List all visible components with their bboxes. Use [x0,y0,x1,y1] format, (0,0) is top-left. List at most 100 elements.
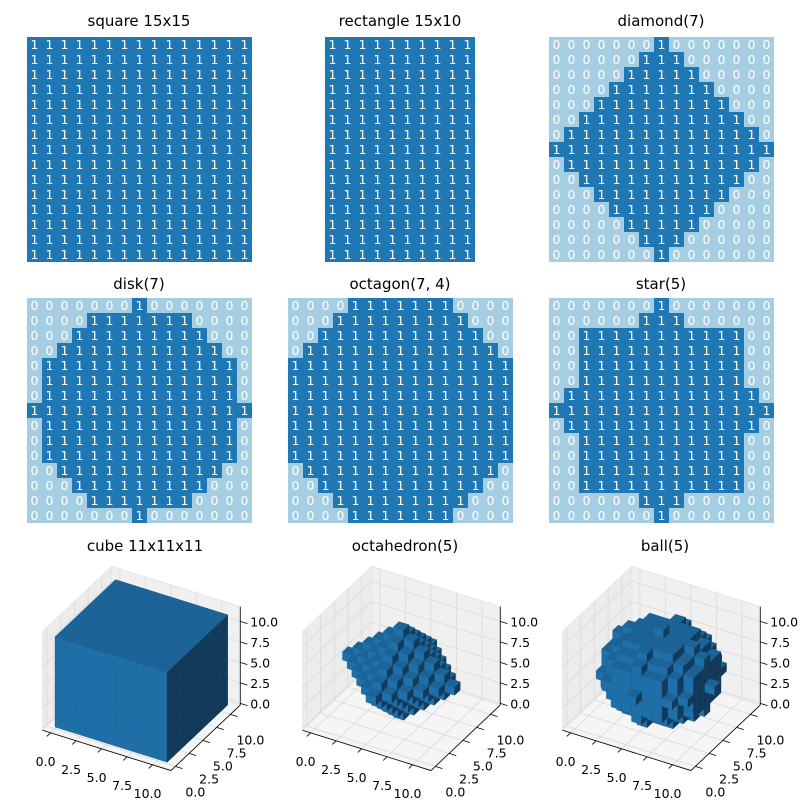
matrix-cell: 1 [237,232,252,247]
matrix-cell: 1 [579,478,594,493]
matrix-cell: 1 [483,358,498,373]
matrix-cell: 1 [132,232,147,247]
matrix-cell: 1 [177,433,192,448]
matrix-cell: 1 [483,463,498,478]
matrix-cell: 1 [729,127,744,142]
matrix-cell: 1 [729,172,744,187]
matrix-cell: 1 [423,403,438,418]
matrix-cell: 0 [759,508,774,523]
matrix-cell: 1 [318,403,333,418]
matrix-cell: 1 [207,202,222,217]
matrix-cell: 1 [415,217,430,232]
matrix-cell: 1 [654,187,669,202]
matrix-cell: 1 [147,358,162,373]
matrix-cell: 1 [237,403,252,418]
matrix-cell: 1 [378,328,393,343]
x-tick-label: 2.5 [61,762,81,777]
matrix-cell: 0 [744,172,759,187]
matrix-cell: 1 [669,463,684,478]
x-tick-label: 0.0 [36,754,56,769]
matrix-cell: 1 [400,37,415,52]
x-tick-label: 10.0 [394,786,422,800]
matrix-cell: 1 [460,97,475,112]
matrix-cell: 0 [468,298,483,313]
matrix-cell: 0 [744,463,759,478]
matrix-cell: 1 [639,373,654,388]
matrix-cell: 0 [594,313,609,328]
matrix-cell: 0 [594,52,609,67]
matrix-cell: 0 [483,328,498,343]
matrix-cell: 1 [423,508,438,523]
grid-line [320,712,450,754]
matrix-cell: 1 [117,112,132,127]
matrix-cell: 0 [564,328,579,343]
matrix-cell: 0 [624,247,639,262]
matrix-cell: 1 [162,418,177,433]
y-axis-line [690,704,761,771]
matrix-cell: 1 [162,343,177,358]
matrix-cell: 1 [288,388,303,403]
matrix-cell: 1 [363,418,378,433]
grid-line [562,580,633,647]
matrix-cell: 1 [340,187,355,202]
matrix-cell: 1 [192,388,207,403]
matrix-cell: 1 [639,112,654,127]
matrix-cell: 1 [237,52,252,67]
matrix-cell: 1 [438,358,453,373]
matrix-cell: 0 [564,313,579,328]
matrix-cell: 0 [303,493,318,508]
matrix-cell: 1 [132,373,147,388]
matrix-cell: 1 [102,37,117,52]
matrix-cell: 1 [430,82,445,97]
matrix-cell: 1 [393,313,408,328]
matrix-cell: 1 [72,142,87,157]
matrix-cell: 0 [564,298,579,313]
matrix-cell: 1 [355,247,370,262]
matrix-cell: 0 [318,298,333,313]
matrix-cell: 1 [207,52,222,67]
matrix-cell: 1 [385,112,400,127]
matrix-cell: 0 [549,187,564,202]
matrix-cell: 1 [192,112,207,127]
matrix-cell: 1 [102,97,117,112]
matrix-cell: 1 [594,112,609,127]
matrix-cell: 1 [192,358,207,373]
matrix-cell: 1 [669,142,684,157]
matrix-cell: 1 [27,82,42,97]
matrix-cell: 1 [192,67,207,82]
matrix-cell: 1 [609,343,624,358]
matrix-cell: 1 [102,127,117,142]
matrix-cell: 0 [639,298,654,313]
matrix-cell: 1 [415,37,430,52]
matrix-cell: 1 [117,343,132,358]
matrix-cell: 1 [192,157,207,172]
matrix-cell: 1 [415,232,430,247]
matrix-cell: 1 [42,67,57,82]
matrix-cell: 1 [162,388,177,403]
matrix-cell: 0 [222,508,237,523]
matrix-cell: 0 [237,358,252,373]
matrix-cell: 1 [639,127,654,142]
matrix-cell: 0 [684,247,699,262]
matrix-cell: 0 [759,52,774,67]
matrix-cell: 1 [117,157,132,172]
matrix-cell: 1 [654,112,669,127]
matrix-cell: 1 [639,187,654,202]
matrix-cell: 1 [579,343,594,358]
matrix-cell: 0 [759,298,774,313]
matrix-cell: 1 [162,202,177,217]
matrix-cell: 1 [714,418,729,433]
matrix-cell: 1 [207,217,222,232]
matrix-cell: 0 [237,478,252,493]
matrix-cell: 1 [355,157,370,172]
y-tick-label: 7.5 [227,745,247,760]
matrix-cell: 1 [498,433,513,448]
voxel-face [156,663,174,673]
matrix-cell: 1 [222,172,237,187]
matrix-cell: 1 [27,187,42,202]
matrix-cell: 1 [192,52,207,67]
matrix-cell: 1 [333,373,348,388]
matrix-cell: 1 [385,142,400,157]
matrix-cell: 0 [222,343,237,358]
